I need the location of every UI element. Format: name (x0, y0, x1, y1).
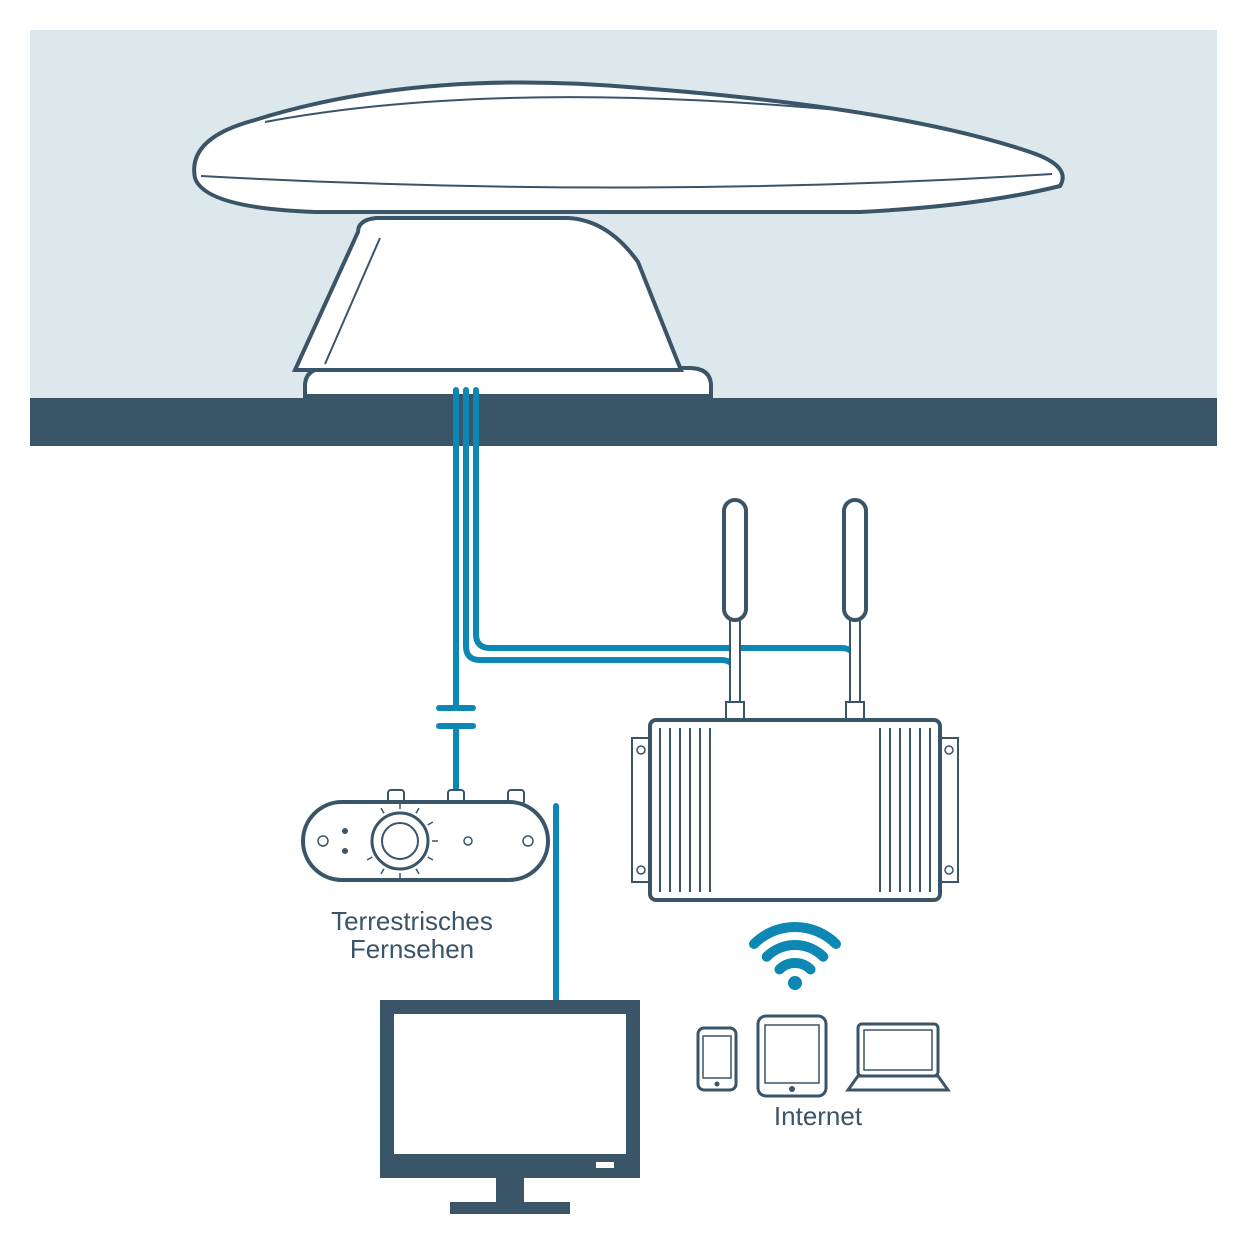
roof-bar (30, 398, 1217, 446)
wifi-icon (754, 927, 836, 990)
tablet-icon (758, 1016, 826, 1096)
tv-monitor (380, 1000, 640, 1214)
router-device (632, 500, 958, 900)
tv-label-line2: Fernsehen (350, 934, 474, 964)
internet-label: Internet (774, 1101, 863, 1131)
tv-label-line1: Terrestrisches (331, 906, 493, 936)
laptop-icon (848, 1024, 948, 1090)
phone-icon (698, 1028, 736, 1090)
amplifier-device (303, 802, 548, 880)
